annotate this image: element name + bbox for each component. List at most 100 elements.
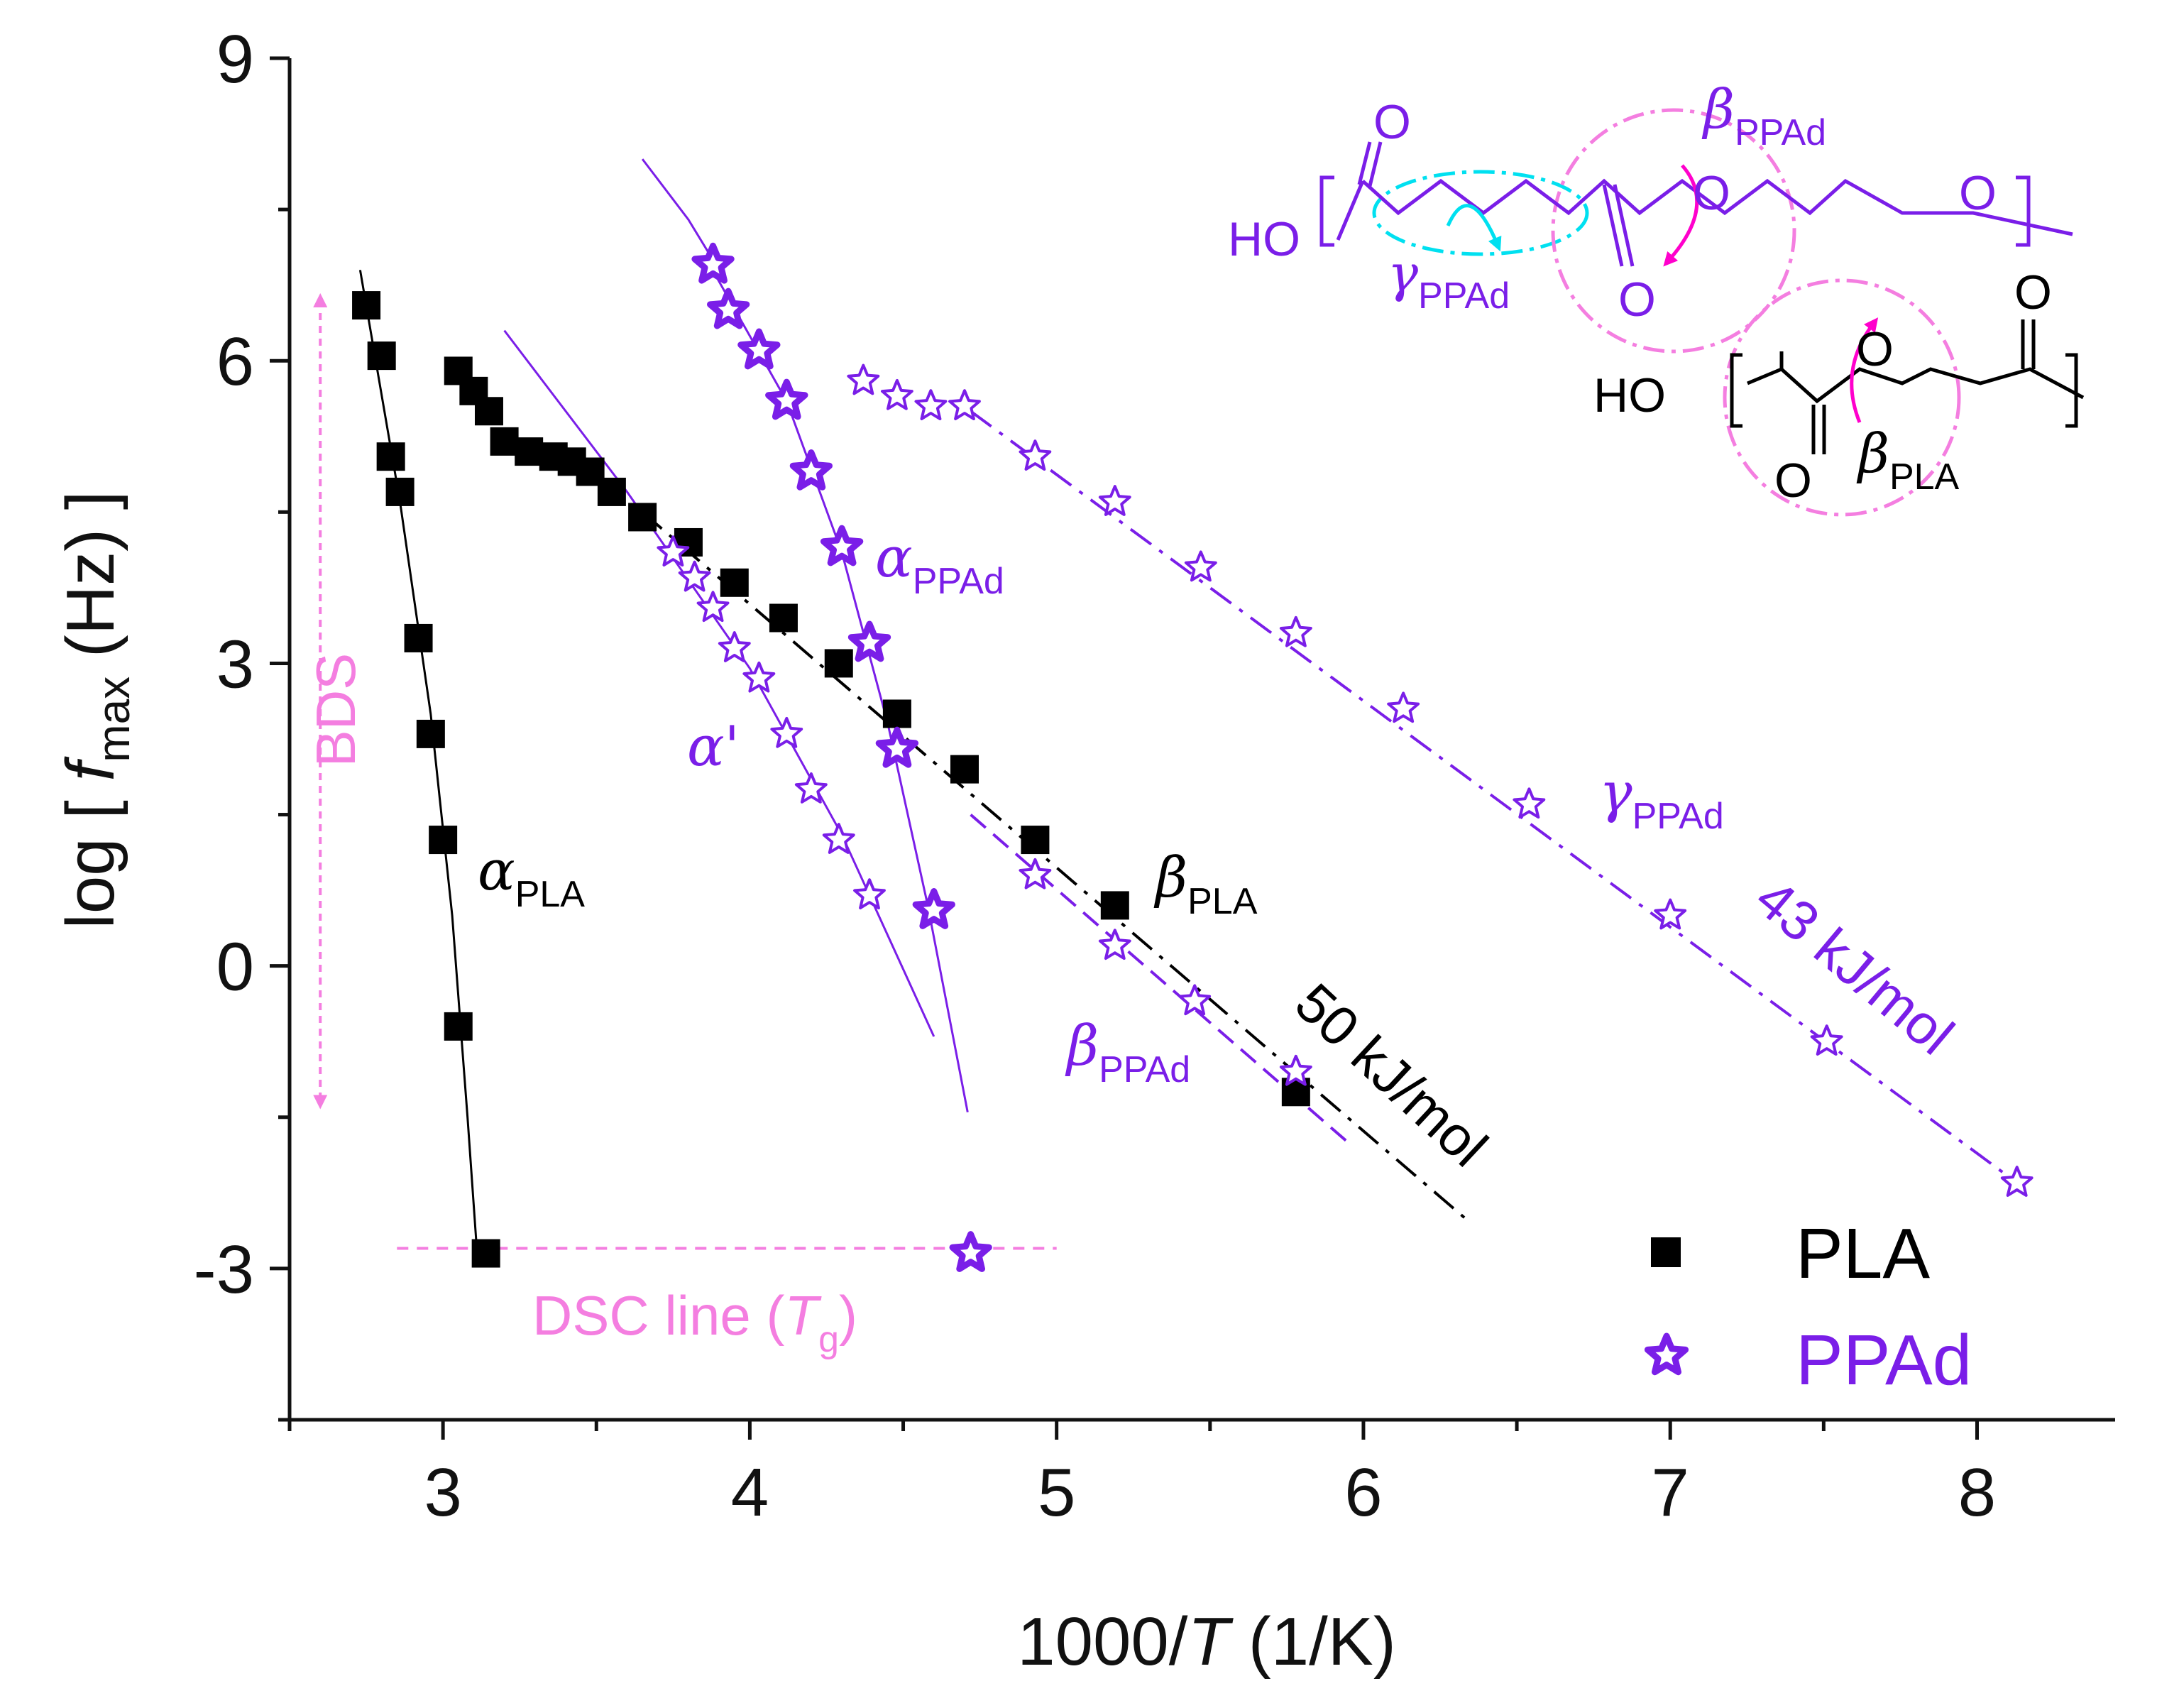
ppad-ho: HO <box>1228 212 1300 266</box>
x-tick-label: 8 <box>1958 1455 1996 1531</box>
annotation-bds: BDS <box>304 653 367 767</box>
data-point-pla <box>490 427 519 456</box>
annotation-alpha-prime: α' <box>687 715 740 779</box>
annotation-alpha-ppad: αPPAd <box>875 526 1004 602</box>
data-point-ppad <box>875 726 919 768</box>
data-point-pla <box>950 755 979 784</box>
pla-o-ester: O <box>1856 322 1894 376</box>
data-point-ppad-open <box>822 823 855 854</box>
data-point-ppad-open <box>770 716 803 748</box>
fit-line <box>503 329 935 1037</box>
data-point-ppad-open <box>2000 1166 2033 1197</box>
ppad-o-ether: O <box>1959 166 1997 220</box>
fit-line <box>706 259 969 1112</box>
data-point-pla <box>444 1012 473 1041</box>
legend-marker-pla <box>1651 1237 1681 1267</box>
annotation-50kj: 50 kJ/mol <box>1283 971 1499 1178</box>
data-point-ppad-open <box>1654 898 1687 930</box>
data-point-ppad <box>912 888 955 929</box>
fit-line <box>970 410 2018 1184</box>
annotation-beta-pla: βPLA <box>1153 846 1258 922</box>
data-point-ppad <box>847 620 891 662</box>
data-point-ppad-open <box>847 363 880 395</box>
data-point-pla <box>515 437 544 466</box>
data-point-pla <box>628 503 657 532</box>
data-point-ppad-open <box>678 560 711 592</box>
annotation-43kj: 43 kJ/mol <box>1744 867 1965 1067</box>
y-tick-label: 6 <box>216 324 254 400</box>
data-point-ppad <box>691 242 735 284</box>
data-point-ppad-open <box>1513 787 1546 819</box>
data-point-pla <box>474 397 503 426</box>
data-point-pla <box>720 568 749 597</box>
pla-beta-label: βPLA <box>1856 422 1960 498</box>
data-point-ppad-open <box>1098 485 1131 516</box>
pla-structure-labels: HO O O O βPLA <box>1593 265 2052 508</box>
data-points <box>352 242 2033 1272</box>
data-point-pla <box>1100 891 1129 920</box>
data-point-ppad-open <box>1279 1054 1312 1086</box>
pla-ho: HO <box>1593 368 1666 422</box>
y-axis-title: log [ fmax (Hz) ] <box>53 491 139 929</box>
data-point-pla <box>824 649 853 678</box>
fit-lines <box>358 158 2018 1249</box>
y-tick-label: 0 <box>216 929 254 1005</box>
data-point-ppad-open <box>1184 550 1217 582</box>
data-point-pla <box>769 603 798 633</box>
ppad-gamma-label: γPPAd <box>1388 243 1510 317</box>
legend-marker-ppad <box>1644 1332 1689 1376</box>
y-ticks: 9 6 3 0 -3 <box>194 21 290 1422</box>
annotation-beta-ppad: βPPAd <box>1065 1014 1190 1090</box>
fit-line <box>358 270 478 1249</box>
y-tick-label: 3 <box>216 626 254 702</box>
ppad-beta-label: βPPAd <box>1701 77 1826 153</box>
data-point-ppad-open <box>742 661 776 693</box>
ppad-structure-labels: HO O O O O βPPAd γPPAd <box>1228 77 1997 327</box>
data-point-pla <box>404 623 433 652</box>
beta-ppad-circle <box>1551 108 1796 354</box>
x-tick-label: 4 <box>731 1455 769 1531</box>
data-point-ppad <box>707 288 750 329</box>
data-point-pla <box>429 826 458 855</box>
data-point-pla <box>471 1239 500 1268</box>
data-point-ppad-open <box>1098 929 1131 960</box>
y-tick-label: -3 <box>194 1232 254 1308</box>
fit-line <box>641 510 1472 1225</box>
data-point-ppad-open <box>657 535 690 566</box>
annotation-gamma-ppad: γPPAd <box>1599 761 1724 837</box>
data-point-ppad <box>949 1231 992 1272</box>
x-ticks: 3 4 5 6 7 8 <box>287 1420 1996 1531</box>
legend-label-ppad: PPAd <box>1796 1320 1972 1400</box>
data-point-pla <box>882 699 911 728</box>
data-point-ppad-open <box>881 378 913 410</box>
legend-star-shape <box>1644 1332 1689 1376</box>
data-point-ppad-open <box>794 772 828 804</box>
annotation-alpha-pla: αPLA <box>478 839 585 915</box>
x-axis-title: 1000/T (1/K) <box>1017 1604 1396 1680</box>
data-point-pla <box>367 341 396 371</box>
data-point-ppad-open <box>1279 615 1312 647</box>
x-tick-label: 7 <box>1652 1455 1689 1531</box>
pla-structure <box>1723 278 2085 517</box>
pla-o-top: O <box>2014 265 2052 319</box>
x-tick-label: 3 <box>424 1455 461 1531</box>
data-point-ppad-open <box>1019 439 1052 471</box>
legend: PLA PPAd <box>1644 1214 1972 1400</box>
x-tick-label: 5 <box>1038 1455 1075 1531</box>
ppad-o-bottom: O <box>1618 273 1656 327</box>
data-point-ppad-open <box>914 389 948 420</box>
x-tick-label: 6 <box>1344 1455 1382 1531</box>
data-point-ppad-open <box>1387 691 1420 723</box>
gamma-circle <box>1372 170 1589 256</box>
beta-pla-circle <box>1723 278 1961 517</box>
fit-line <box>970 814 1349 1144</box>
pla-o-bottom: O <box>1774 454 1812 508</box>
data-point-ppad-open <box>1178 984 1212 1016</box>
annotation-dsc-line: DSC line (Tg) <box>532 1284 857 1360</box>
data-point-ppad <box>820 525 864 566</box>
data-point-ppad <box>737 328 781 370</box>
data-point-pla <box>416 719 445 748</box>
data-point-ppad <box>789 449 833 491</box>
data-point-ppad-open <box>853 878 886 909</box>
